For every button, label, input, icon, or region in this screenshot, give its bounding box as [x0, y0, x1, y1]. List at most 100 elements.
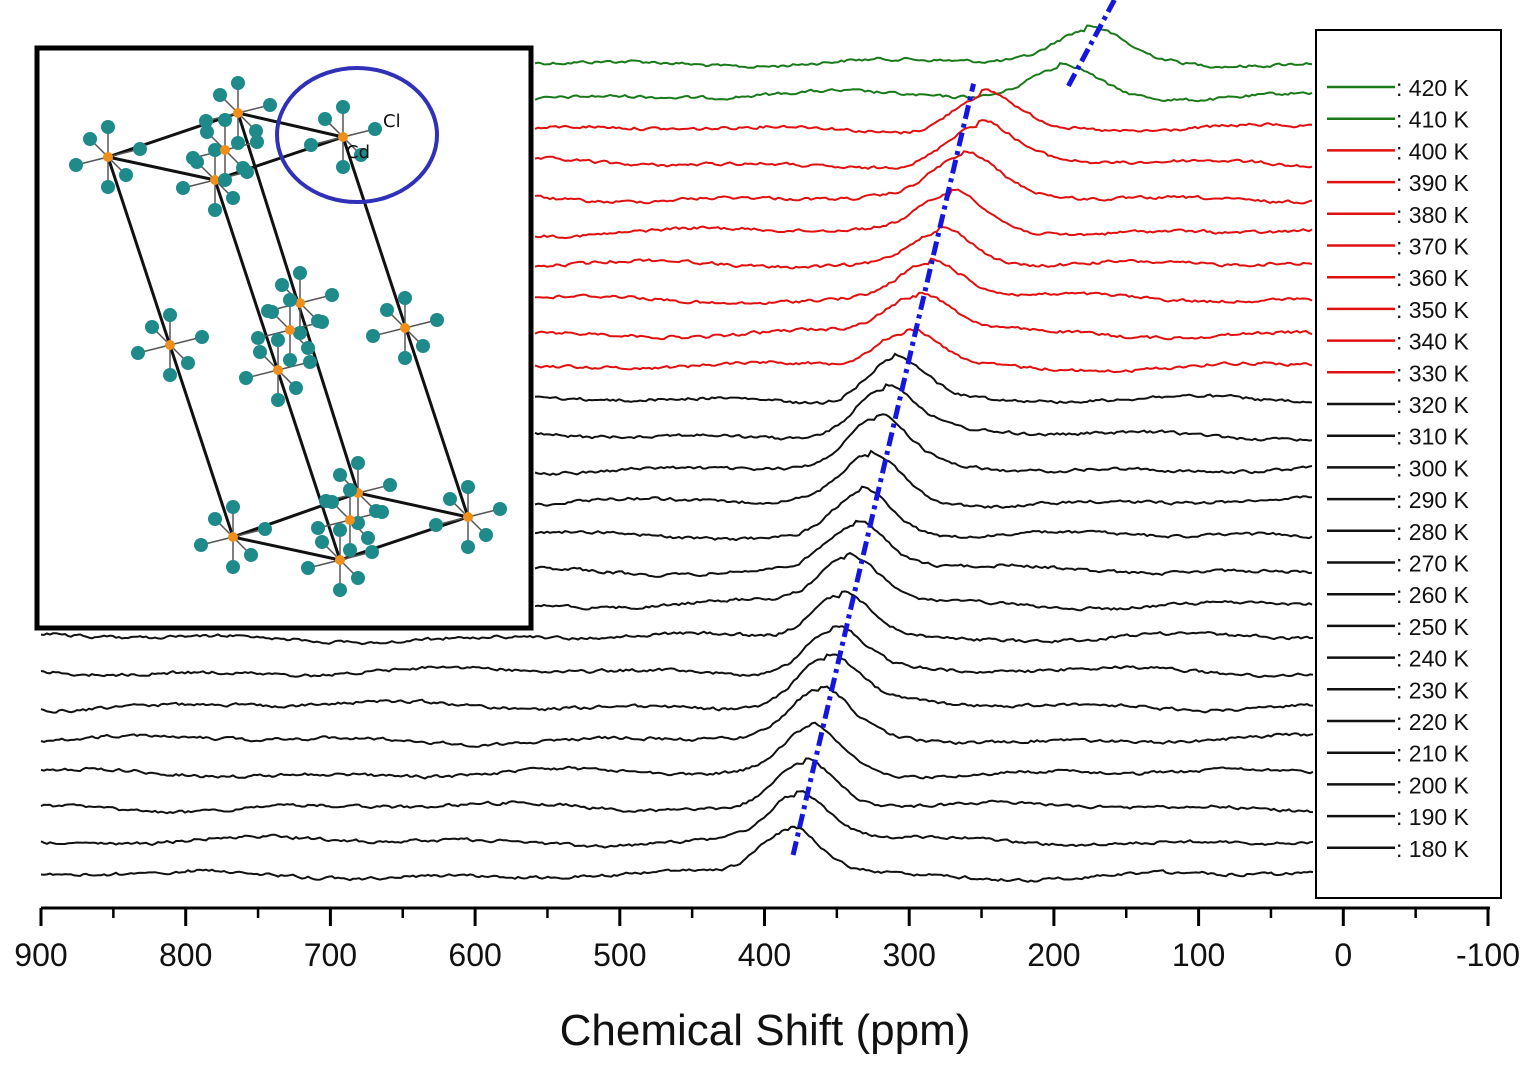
- cl-atom: [304, 138, 318, 152]
- cl-atom: [351, 571, 365, 585]
- x-axis: 900 800 700 600 500 400 300 200 100 0 -100 Chemica…: [14, 906, 1520, 1055]
- cl-atom: [263, 98, 277, 112]
- legend-label-420k: : 420 K: [1396, 75, 1470, 101]
- unit-cell-edge: [232, 535, 341, 562]
- unit-cell-edge: [107, 111, 239, 159]
- cl-atom: [145, 320, 159, 334]
- cd-atom: [295, 298, 305, 308]
- cl-atom: [271, 333, 285, 347]
- cl-atom: [186, 151, 200, 165]
- cl-atom: [351, 456, 365, 470]
- cl-atom: [226, 500, 240, 514]
- legend-label-380k: : 380 K: [1396, 202, 1470, 228]
- cl-atom: [199, 114, 213, 128]
- spectrum-220k: [40, 685, 1314, 748]
- spectrum-200k: [40, 757, 1314, 815]
- x-tick-label: 200: [1027, 937, 1080, 973]
- legend-label-260k: : 260 K: [1396, 582, 1470, 608]
- spectrum-400k: [534, 88, 1313, 135]
- spectrum-380k: [534, 150, 1313, 205]
- cd-atom: [345, 515, 355, 525]
- spectrum-240k: [40, 625, 1314, 679]
- cd-atom: [338, 132, 348, 142]
- legend-label-200k: : 200 K: [1396, 772, 1470, 798]
- cd-atom: [233, 108, 243, 118]
- cd-atom: [165, 340, 175, 350]
- legend-label-280k: : 280 K: [1396, 519, 1470, 545]
- trend-line-high: [1066, 0, 1117, 88]
- legend-label-310k: : 310 K: [1396, 424, 1470, 450]
- cl-atom: [318, 112, 332, 126]
- cl-atom: [343, 483, 357, 497]
- cl-atom: [354, 148, 368, 162]
- unit-cell-edge: [357, 491, 469, 519]
- cl-atom: [416, 339, 430, 353]
- legend-label-220k: : 220 K: [1396, 709, 1470, 735]
- unit-cell-edge: [339, 515, 469, 562]
- legend: : 420 K: 410 K: 400 K: 390 K: 380 K: 370…: [1315, 29, 1502, 899]
- legend-label-360k: : 360 K: [1396, 265, 1470, 291]
- x-tick-label: 300: [883, 937, 936, 973]
- spectrum-350k: [535, 257, 1313, 306]
- cd-atom: [210, 175, 220, 185]
- cl-atom: [236, 161, 250, 175]
- x-tick-label: 0: [1334, 937, 1352, 973]
- cd-atom: [285, 325, 295, 335]
- spectrum-370k: [534, 188, 1313, 240]
- cl-atom: [311, 521, 325, 535]
- peak-trend-group: [790, 0, 1117, 856]
- cl-atom: [101, 180, 115, 194]
- legend-label-240k: : 240 K: [1396, 646, 1470, 672]
- cl-atom: [253, 345, 267, 359]
- inset-atoms: [69, 76, 507, 597]
- cl-atom: [194, 538, 208, 552]
- spectrum-360k: [534, 226, 1313, 270]
- cl-atom: [258, 522, 272, 536]
- x-tick-label: 400: [738, 937, 791, 973]
- spectrum-210k: [40, 721, 1314, 780]
- cl-atom: [163, 308, 177, 322]
- cl-atom: [301, 561, 315, 575]
- spectrum-290k: [534, 449, 1312, 509]
- spectra-group: [40, 24, 1314, 883]
- cl-atom: [315, 535, 329, 549]
- cl-atom: [368, 122, 382, 136]
- spectrum-320k: [534, 352, 1313, 405]
- cl-atom: [271, 393, 285, 407]
- unit-cell-edge: [237, 111, 344, 139]
- cl-atom: [101, 120, 115, 134]
- cl-atom: [375, 505, 389, 519]
- legend-label-230k: : 230 K: [1396, 677, 1470, 703]
- cl-atom: [293, 266, 307, 280]
- spectrum-260k: [534, 551, 1313, 612]
- cl-atom: [301, 341, 315, 355]
- cl-atom: [333, 583, 347, 597]
- x-tick-label: 800: [159, 937, 212, 973]
- cl-atom: [398, 291, 412, 305]
- legend-label-410k: : 410 K: [1396, 107, 1470, 133]
- legend-label-340k: : 340 K: [1396, 329, 1470, 355]
- cl-atom: [275, 278, 289, 292]
- cd-atom: [220, 145, 230, 155]
- cl-atom: [231, 76, 245, 90]
- cl-atom: [83, 132, 97, 146]
- cl-atom: [131, 346, 145, 360]
- x-tick-label: 500: [593, 937, 646, 973]
- cl-atom: [213, 88, 227, 102]
- cl-atom: [283, 353, 297, 367]
- spectrum-270k: [534, 519, 1313, 578]
- cd-atom-label: Cd: [346, 142, 370, 163]
- spectrum-340k: [534, 291, 1313, 341]
- cl-atom: [176, 181, 190, 195]
- cl-atom: [208, 512, 222, 526]
- cl-atom: [461, 480, 475, 494]
- cl-atom: [251, 331, 265, 345]
- spectrum-250k: [40, 590, 1314, 646]
- x-axis-label: Chemical Shift (ppm): [560, 1006, 971, 1055]
- cl-atom: [226, 191, 240, 205]
- legend-label-370k: : 370 K: [1396, 234, 1470, 260]
- cl-atom: [315, 315, 329, 329]
- legend-label-210k: : 210 K: [1396, 741, 1470, 767]
- cl-atom: [336, 100, 350, 114]
